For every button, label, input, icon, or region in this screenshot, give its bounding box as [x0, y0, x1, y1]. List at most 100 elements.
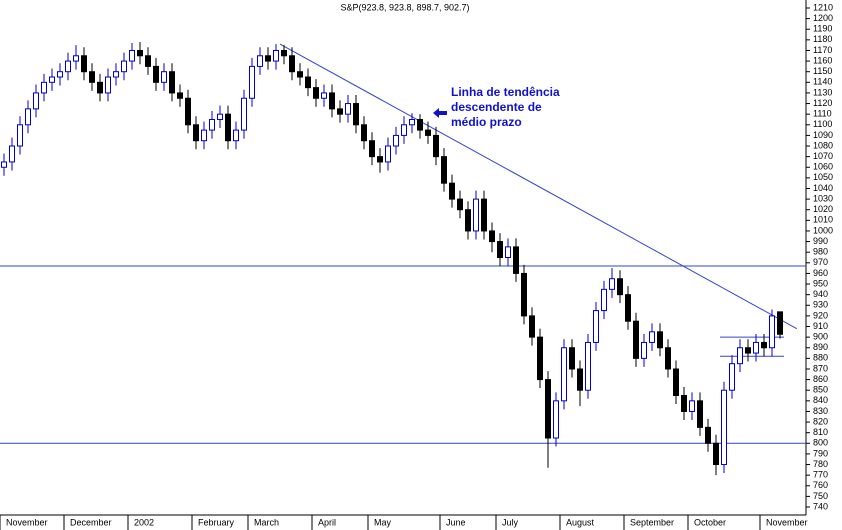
candle-body [489, 230, 495, 243]
x-tick-label: September [630, 517, 674, 527]
y-tick-label: 880 [813, 353, 828, 363]
y-tick-label: 1030 [813, 193, 833, 203]
y-tick-label: 980 [813, 247, 828, 257]
candle-body [585, 341, 591, 391]
candle-body [313, 87, 319, 99]
candle-body [113, 71, 119, 78]
y-tick-label: 1060 [813, 162, 833, 172]
candle-body [713, 442, 719, 466]
candle-body [185, 97, 191, 126]
candle-body [777, 311, 783, 335]
y-tick-label: 900 [813, 332, 828, 342]
candle-body [81, 55, 87, 73]
candle-body [641, 341, 647, 359]
y-tick-label: 1040 [813, 183, 833, 193]
candle-body [665, 347, 671, 370]
y-tick-label: 1210 [813, 2, 833, 12]
y-tick-label: 820 [813, 416, 828, 426]
annotation: médio prazo [451, 115, 522, 129]
candle-body [465, 209, 471, 232]
candle-body [609, 278, 615, 290]
candle-body [625, 294, 631, 322]
candle-body [681, 395, 687, 412]
y-tick-label: 1140 [813, 77, 832, 87]
x-tick-label: November [766, 517, 808, 527]
candle-body [257, 55, 263, 67]
candle-body [49, 76, 55, 83]
x-tick-label: October [694, 517, 726, 527]
candle-body [537, 336, 543, 381]
candle-body [153, 65, 159, 83]
candle-body [297, 71, 303, 78]
candle-body [361, 124, 367, 142]
x-tick-label: March [254, 517, 279, 527]
candle-body [121, 60, 127, 73]
candle-body [217, 113, 223, 120]
y-tick-label: 800 [813, 438, 828, 448]
annotation: descendente de [451, 100, 542, 114]
y-tick-label: 760 [813, 480, 828, 490]
y-tick-label: 1020 [813, 204, 833, 214]
x-tick-label: June [446, 517, 466, 527]
y-tick-label: 1190 [813, 24, 832, 34]
y-tick-label: 1090 [813, 130, 833, 140]
candle-body [689, 400, 695, 412]
candle-body [9, 145, 15, 163]
x-tick-label: May [374, 517, 392, 527]
candle-body [505, 246, 511, 259]
candle-body [737, 347, 743, 365]
y-tick-label: 1200 [813, 13, 833, 23]
candle-body [593, 310, 599, 343]
candle-body [649, 331, 655, 343]
y-tick-label: 830 [813, 406, 828, 416]
candle-body [617, 278, 623, 296]
y-tick-label: 910 [813, 321, 828, 331]
x-tick-label: April [318, 517, 336, 527]
candle-body [169, 71, 175, 94]
candle-body [57, 71, 63, 78]
y-tick-label: 740 [813, 501, 828, 511]
x-tick-label: November [6, 517, 48, 527]
y-tick-label: 1150 [813, 66, 832, 76]
y-tick-label: 1120 [813, 98, 832, 108]
y-tick-label: 940 [813, 289, 828, 299]
candle-body [545, 379, 551, 439]
x-tick-label: August [566, 517, 595, 527]
y-tick-label: 970 [813, 257, 828, 267]
candle-body [457, 198, 463, 211]
candle-body [33, 92, 39, 110]
candle-body [41, 81, 47, 94]
candle-body [345, 103, 351, 115]
candle-body [753, 341, 759, 354]
y-tick-label: 750 [813, 491, 828, 501]
candle-body [241, 97, 247, 131]
x-tick-label: 2002 [134, 517, 154, 527]
candle-body [529, 315, 535, 338]
candle-body [521, 272, 527, 317]
candle-body [697, 400, 703, 428]
candle-body [177, 92, 183, 99]
y-tick-label: 960 [813, 268, 828, 278]
candle-body [281, 49, 287, 57]
y-tick-label: 1050 [813, 172, 833, 182]
x-tick-label: February [198, 517, 235, 527]
y-tick-label: 770 [813, 470, 828, 480]
y-tick-label: 990 [813, 236, 828, 246]
candle-body [193, 124, 199, 142]
candle-body [337, 108, 343, 115]
annotation-arrow [433, 108, 447, 118]
y-tick-label: 1160 [813, 55, 832, 65]
y-tick-label: 780 [813, 459, 828, 469]
y-tick-label: 870 [813, 363, 828, 373]
candle-body [425, 129, 431, 136]
y-tick-label: 1110 [813, 109, 832, 119]
candle-body [25, 108, 31, 126]
candle-body [601, 288, 607, 312]
y-tick-label: 1000 [813, 225, 833, 235]
y-tick-label: 810 [813, 427, 828, 437]
y-tick-label: 840 [813, 395, 828, 405]
candle-body [569, 347, 575, 370]
candle-body [401, 124, 407, 136]
candle-body [65, 60, 71, 73]
